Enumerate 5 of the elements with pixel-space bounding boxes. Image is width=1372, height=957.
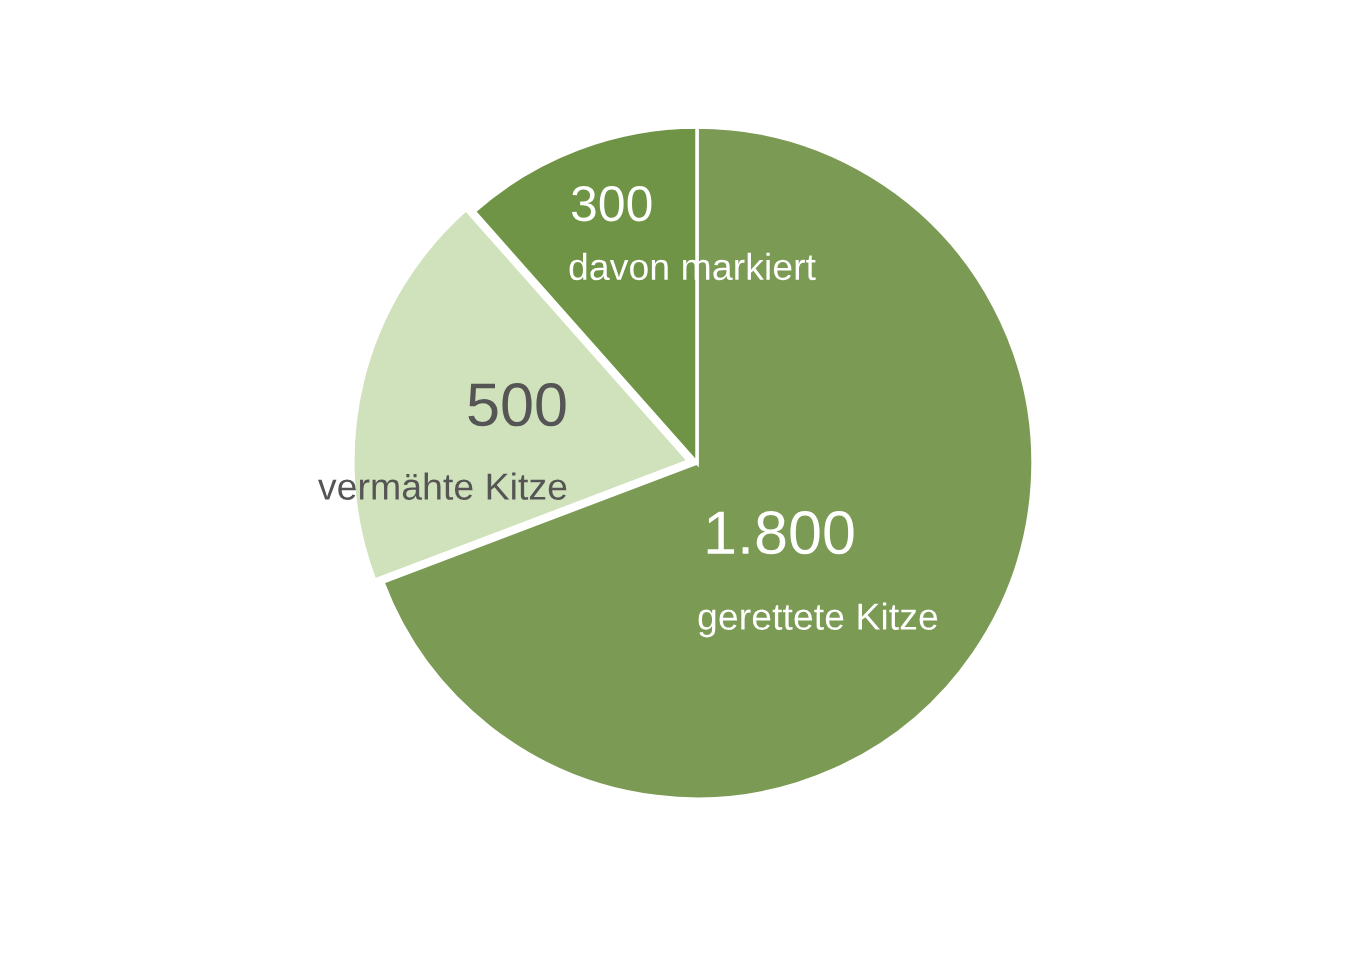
data-label: 1.800: [707, 511, 854, 555]
data-label: 500: [468, 383, 566, 427]
slice-label: vermähte Kitze: [318, 472, 567, 500]
slice-label: gerettete Kitze: [698, 602, 938, 638]
data-label: 300: [571, 185, 652, 222]
